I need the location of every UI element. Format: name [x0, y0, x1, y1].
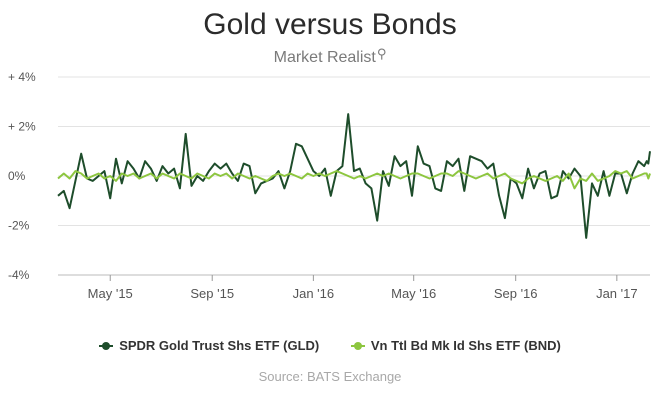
series	[57, 113, 651, 239]
y-tick-label-4: -4%	[8, 268, 30, 282]
legend-marker-bnd	[350, 341, 365, 351]
y-tick-label-1: + 2%	[8, 120, 36, 134]
x-tick-label-4: Sep '16	[494, 286, 538, 301]
magnifier-icon: ⚲	[376, 46, 387, 61]
y-tick-label-2: 0%	[8, 169, 26, 183]
series-line-1	[57, 170, 651, 190]
x-tick-label-0: May '15	[88, 286, 133, 301]
x-tick-label-3: May '16	[391, 286, 436, 301]
legend: SPDR Gold Trust Shs ETF (GLD) Vn Ttl Bd …	[0, 338, 660, 354]
legend-item-gld[interactable]: SPDR Gold Trust Shs ETF (GLD)	[99, 338, 319, 353]
brand-logo: Market Realist⚲	[0, 46, 660, 67]
x-tick-label-1: Sep '15	[190, 286, 234, 301]
x-tick-label-2: Jan '16	[293, 286, 335, 301]
legend-item-bnd[interactable]: Vn Ttl Bd Mk Id Shs ETF (BND)	[350, 338, 561, 353]
legend-marker-gld	[99, 341, 114, 351]
x-tick-label-5: Jan '17	[596, 286, 638, 301]
y-tick-label-3: -2%	[8, 219, 30, 233]
legend-label-gld: SPDR Gold Trust Shs ETF (GLD)	[119, 338, 320, 353]
chart-title: Gold versus Bonds	[203, 8, 457, 41]
axes: + 4% + 2% 0% -2% -4% May '15 Sep '15 Jan '16 May…	[8, 70, 650, 301]
source-note: Source: BATS Exchange	[258, 369, 402, 384]
brand-name: Market Realist	[273, 49, 376, 66]
y-tick-label-0: + 4%	[8, 70, 36, 84]
legend-label-bnd: Vn Ttl Bd Mk Id Shs ETF (BND)	[370, 338, 561, 353]
